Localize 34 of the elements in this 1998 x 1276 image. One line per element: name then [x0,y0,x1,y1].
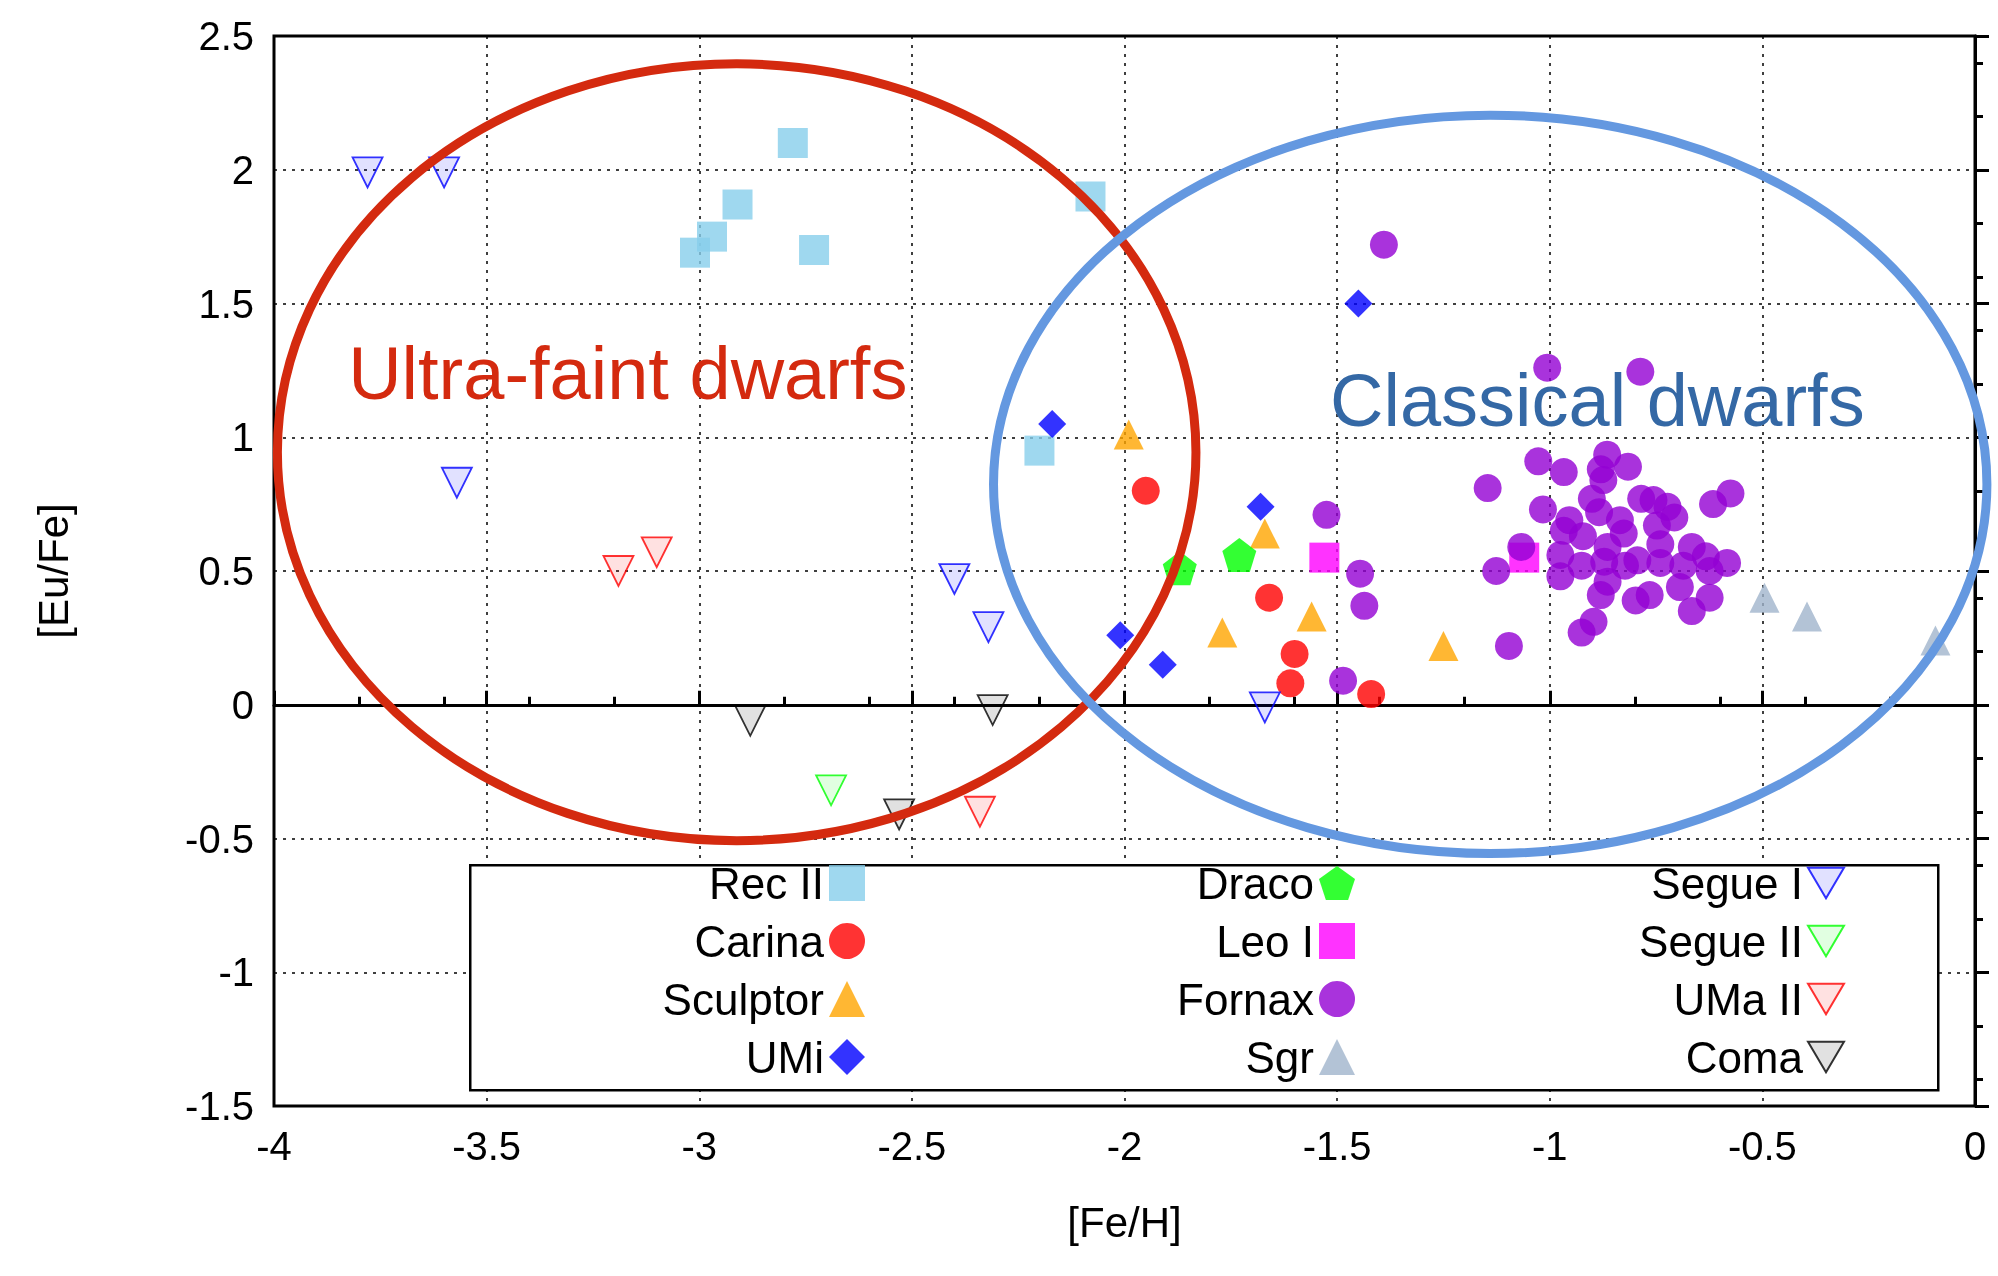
y-tick-label: 0 [231,682,254,727]
legend-label: Segue I [1651,858,1803,908]
legend-label: Fornax [1177,974,1314,1024]
y-tick-label: 2 [231,147,254,192]
x-tick-label: -2 [1106,1124,1143,1168]
legend-label: Carina [694,916,825,966]
legend-label: UMa II [1673,974,1803,1024]
y-tick-label: -1.5 [185,1084,254,1128]
y-tick-label: 1.5 [198,281,254,326]
legend-label: Sgr [1245,1032,1314,1082]
legend-label: Draco [1196,858,1314,908]
x-tick-label: -4 [256,1124,292,1168]
annotation: Ultra-faint dwarfs [348,330,908,416]
y-tick-label: -0.5 [185,816,254,861]
annotation: Classical dwarfs [1330,357,1865,443]
legend-label: Rec II [709,858,824,908]
y-tick-label: 1 [231,415,254,460]
y-tick-label: 0.5 [198,549,254,593]
y-axis-title: [Eu/Fe] [29,503,77,639]
legend-label: Coma [1685,1032,1804,1082]
legend-label: Segue II [1639,916,1803,966]
x-tick-label: 0 [1963,1124,1987,1168]
x-tick-label: -0.5 [1727,1124,1797,1168]
y-tick-label: 2.5 [198,14,254,58]
x-tick-label: -3.5 [452,1124,522,1168]
x-axis-title: [Fe/H] [1067,1198,1182,1246]
legend-label: Sculptor [662,974,824,1024]
x-tick-label: -1.5 [1302,1124,1372,1168]
legend-label: Leo I [1216,916,1314,966]
legend-label: UMi [745,1032,824,1082]
x-tick-label: -3 [681,1124,718,1168]
y-tick-label: -1 [218,950,254,995]
x-tick-label: -1 [1531,1124,1568,1168]
x-tick-label: -2.5 [877,1124,947,1168]
